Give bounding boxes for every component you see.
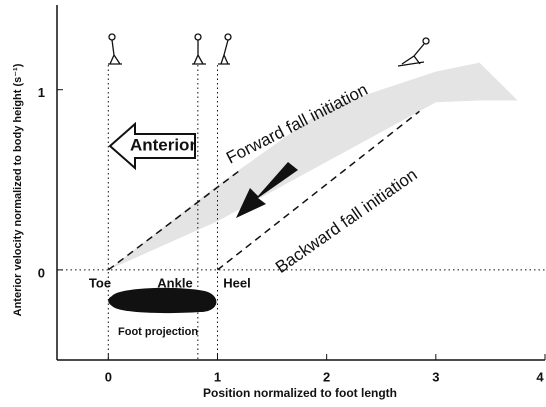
- x-tick-label: 0: [105, 369, 112, 384]
- dashed-line: [107, 170, 240, 271]
- toe-label: Toe: [89, 275, 111, 290]
- y-tick-label: 1: [38, 85, 45, 100]
- foot-label: Foot projection: [118, 326, 198, 338]
- stick-figures: [108, 33, 430, 67]
- band-layer: [108, 62, 518, 270]
- anterior-arrow: [108, 121, 196, 171]
- ankle-label: Ankle: [157, 275, 192, 290]
- y-axis-label: Anterior velocity normalized to body hei…: [12, 63, 24, 316]
- x-tick-label: 1: [214, 369, 221, 384]
- x-axis-label: Position normalized to foot length: [203, 386, 397, 400]
- dashed-line: [217, 110, 420, 271]
- x-tick-label: 3: [432, 369, 439, 384]
- y-tick-label: 0: [38, 265, 45, 280]
- foot-shape: [108, 287, 217, 314]
- x-tick-label: 2: [323, 369, 330, 384]
- heel-label: Heel: [223, 275, 250, 290]
- direction-arrow: [236, 162, 298, 218]
- band-area: [108, 62, 518, 270]
- anterior-label: Anterior: [130, 135, 197, 154]
- x-tick-label: 4: [536, 369, 544, 384]
- series-label: Backward fall initiation: [272, 165, 421, 277]
